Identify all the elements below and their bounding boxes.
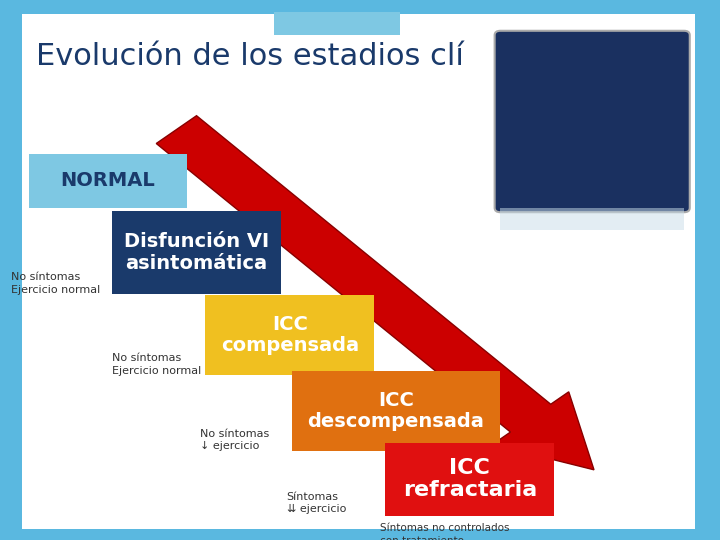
Text: ICC
compensada: ICC compensada (221, 315, 359, 355)
FancyBboxPatch shape (292, 371, 500, 451)
FancyBboxPatch shape (274, 12, 400, 35)
Text: Disfunción VI
asintomática: Disfunción VI asintomática (124, 232, 269, 273)
Text: No síntomas
Ejercicio normal: No síntomas Ejercicio normal (112, 353, 201, 376)
FancyBboxPatch shape (500, 208, 684, 230)
FancyBboxPatch shape (29, 154, 187, 208)
Text: ICC
descompensada: ICC descompensada (307, 391, 485, 431)
FancyBboxPatch shape (385, 443, 554, 516)
Text: ICC
refractaria: ICC refractaria (402, 458, 537, 501)
Text: Síntomas no controlados
con tratamiento: Síntomas no controlados con tratamiento (380, 523, 510, 540)
Text: NORMAL: NORMAL (60, 171, 156, 191)
FancyBboxPatch shape (205, 295, 374, 375)
Polygon shape (156, 116, 594, 470)
Text: Síntomas
⇊ ejercicio: Síntomas ⇊ ejercicio (287, 492, 346, 515)
Text: No síntomas
↓ ejercicio: No síntomas ↓ ejercicio (200, 429, 269, 451)
FancyBboxPatch shape (495, 31, 690, 212)
FancyBboxPatch shape (22, 14, 695, 529)
Text: Evolución de los estadios clí: Evolución de los estadios clí (36, 42, 464, 71)
FancyBboxPatch shape (112, 211, 281, 294)
Text: No síntomas
Ejercicio normal: No síntomas Ejercicio normal (11, 272, 100, 295)
